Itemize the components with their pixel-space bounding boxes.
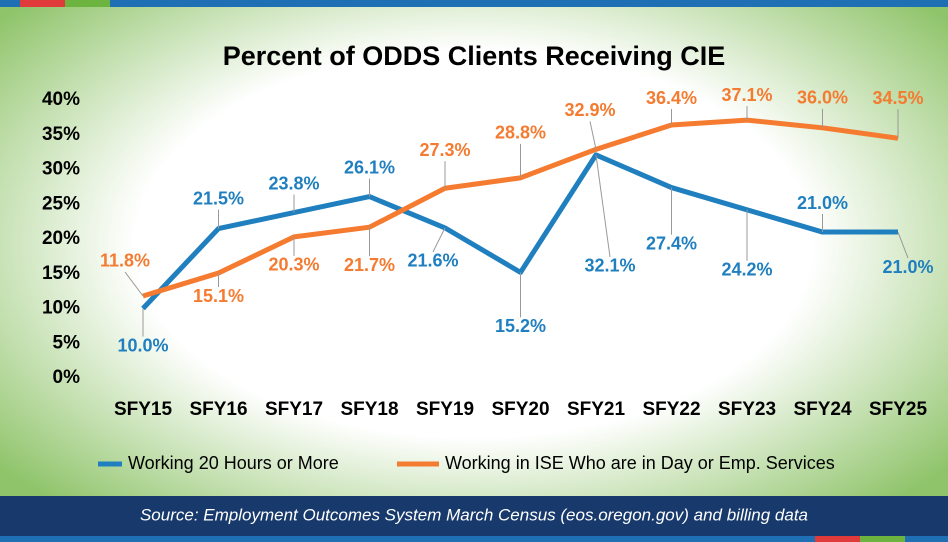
data-label: 15.2% xyxy=(495,316,546,336)
leader-line xyxy=(124,271,144,297)
x-tick-label: SFY20 xyxy=(491,399,549,420)
y-tick-label: 10% xyxy=(42,298,80,319)
source-note: Source: Employment Outcomes System March… xyxy=(140,505,808,524)
data-label: 21.7% xyxy=(344,255,395,275)
bottom-stripe xyxy=(0,536,948,542)
x-tick-label: SFY22 xyxy=(642,399,700,420)
data-label: 37.1% xyxy=(721,85,772,105)
top-stripe-red xyxy=(20,0,65,7)
data-label: 32.9% xyxy=(564,100,615,120)
data-label: 24.2% xyxy=(721,260,772,280)
data-label: 15.1% xyxy=(193,286,244,306)
leader-line xyxy=(432,227,446,253)
legend-label: Working in ISE Who are in Day or Emp. Se… xyxy=(445,453,835,473)
data-label: 26.1% xyxy=(344,157,395,177)
leader-line xyxy=(589,121,597,150)
data-label: 27.4% xyxy=(646,233,697,253)
source-band xyxy=(0,496,948,536)
y-tick-label: 35% xyxy=(42,124,80,145)
data-label: 23.8% xyxy=(268,173,319,193)
data-label: 34.5% xyxy=(872,88,923,108)
y-tick-label: 30% xyxy=(42,159,80,180)
x-tick-label: SFY16 xyxy=(189,399,247,420)
x-tick-label: SFY15 xyxy=(114,399,173,420)
data-label: 28.8% xyxy=(495,123,546,143)
data-label: 11.8% xyxy=(100,251,150,271)
y-tick-label: 20% xyxy=(42,228,80,249)
leader-line xyxy=(595,154,611,257)
data-label: 32.1% xyxy=(584,256,635,276)
x-tick-label: SFY23 xyxy=(718,399,776,420)
data-label: 21.5% xyxy=(193,188,244,208)
top-stripe-green xyxy=(65,0,110,7)
data-label: 36.0% xyxy=(797,88,848,108)
data-label: 21.0% xyxy=(797,193,848,213)
top-stripe xyxy=(0,0,948,7)
leader-line xyxy=(897,231,909,259)
x-tick-label: SFY18 xyxy=(340,399,398,420)
legend-label: Working 20 Hours or More xyxy=(128,453,339,473)
chart-title: Percent of ODDS Clients Receiving CIE xyxy=(223,41,726,71)
x-tick-label: SFY21 xyxy=(567,399,626,420)
y-tick-label: 25% xyxy=(42,193,80,214)
bottom-stripe-red xyxy=(815,536,860,542)
data-label: 20.3% xyxy=(268,255,319,275)
data-label: 27.3% xyxy=(419,140,470,160)
x-tick-label: SFY24 xyxy=(793,399,852,420)
x-tick-label: SFY17 xyxy=(265,399,323,420)
data-label: 21.6% xyxy=(407,251,458,271)
y-tick-label: 15% xyxy=(42,263,80,284)
y-tick-label: 0% xyxy=(53,367,81,388)
y-tick-label: 5% xyxy=(53,332,81,353)
y-tick-label: 40% xyxy=(42,89,80,110)
data-label: 36.4% xyxy=(646,88,697,108)
bottom-stripe-green xyxy=(860,536,905,542)
x-tick-label: SFY25 xyxy=(869,399,928,420)
x-tick-label: SFY19 xyxy=(416,399,474,420)
data-label: 10.0% xyxy=(117,335,168,355)
data-label: 21.0% xyxy=(882,257,933,277)
